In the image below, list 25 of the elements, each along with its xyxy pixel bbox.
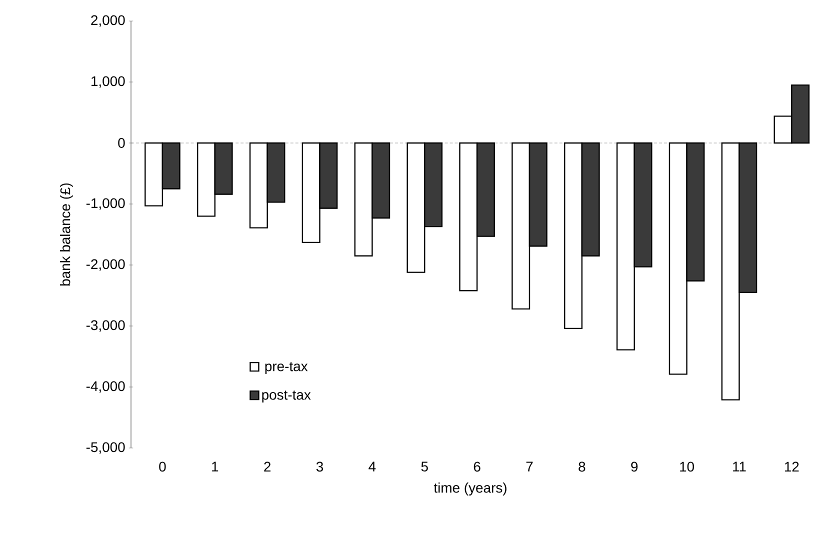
y-tick-label: 0: [118, 138, 125, 148]
x-tick-label: 5: [421, 462, 428, 472]
x-tick-label: 6: [474, 462, 480, 472]
x-tick-label: 8: [578, 462, 586, 472]
x-tick-label: 12: [784, 462, 799, 472]
x-tick-label: 1: [212, 462, 218, 472]
x-tick-label: 9: [631, 462, 638, 472]
y-tick-label: -1,000: [86, 198, 125, 210]
x-tick-label: 0: [159, 462, 166, 472]
x-tick-label: 10: [680, 462, 694, 472]
y-tick-label: 1,000: [92, 76, 125, 88]
legend-label: post-tax: [262, 390, 311, 403]
x-tick-label: 2: [264, 462, 271, 472]
y-tick-label: -5,000: [86, 442, 125, 454]
legend-label: pre-tax: [265, 362, 308, 374]
x-axis-title: time (years): [434, 482, 506, 496]
y-tick-label: -2,000: [86, 259, 125, 271]
y-tick-label: -3,000: [86, 320, 125, 332]
x-tick-label: 7: [526, 462, 533, 472]
x-tick-label: 11: [733, 462, 746, 472]
y-tick-label: -4,000: [86, 381, 125, 393]
y-tick-label: 2,000: [91, 15, 125, 27]
y-axis-title: bank balance (£): [60, 183, 73, 286]
x-tick-label: 4: [368, 462, 376, 472]
x-tick-label: 3: [316, 462, 324, 472]
